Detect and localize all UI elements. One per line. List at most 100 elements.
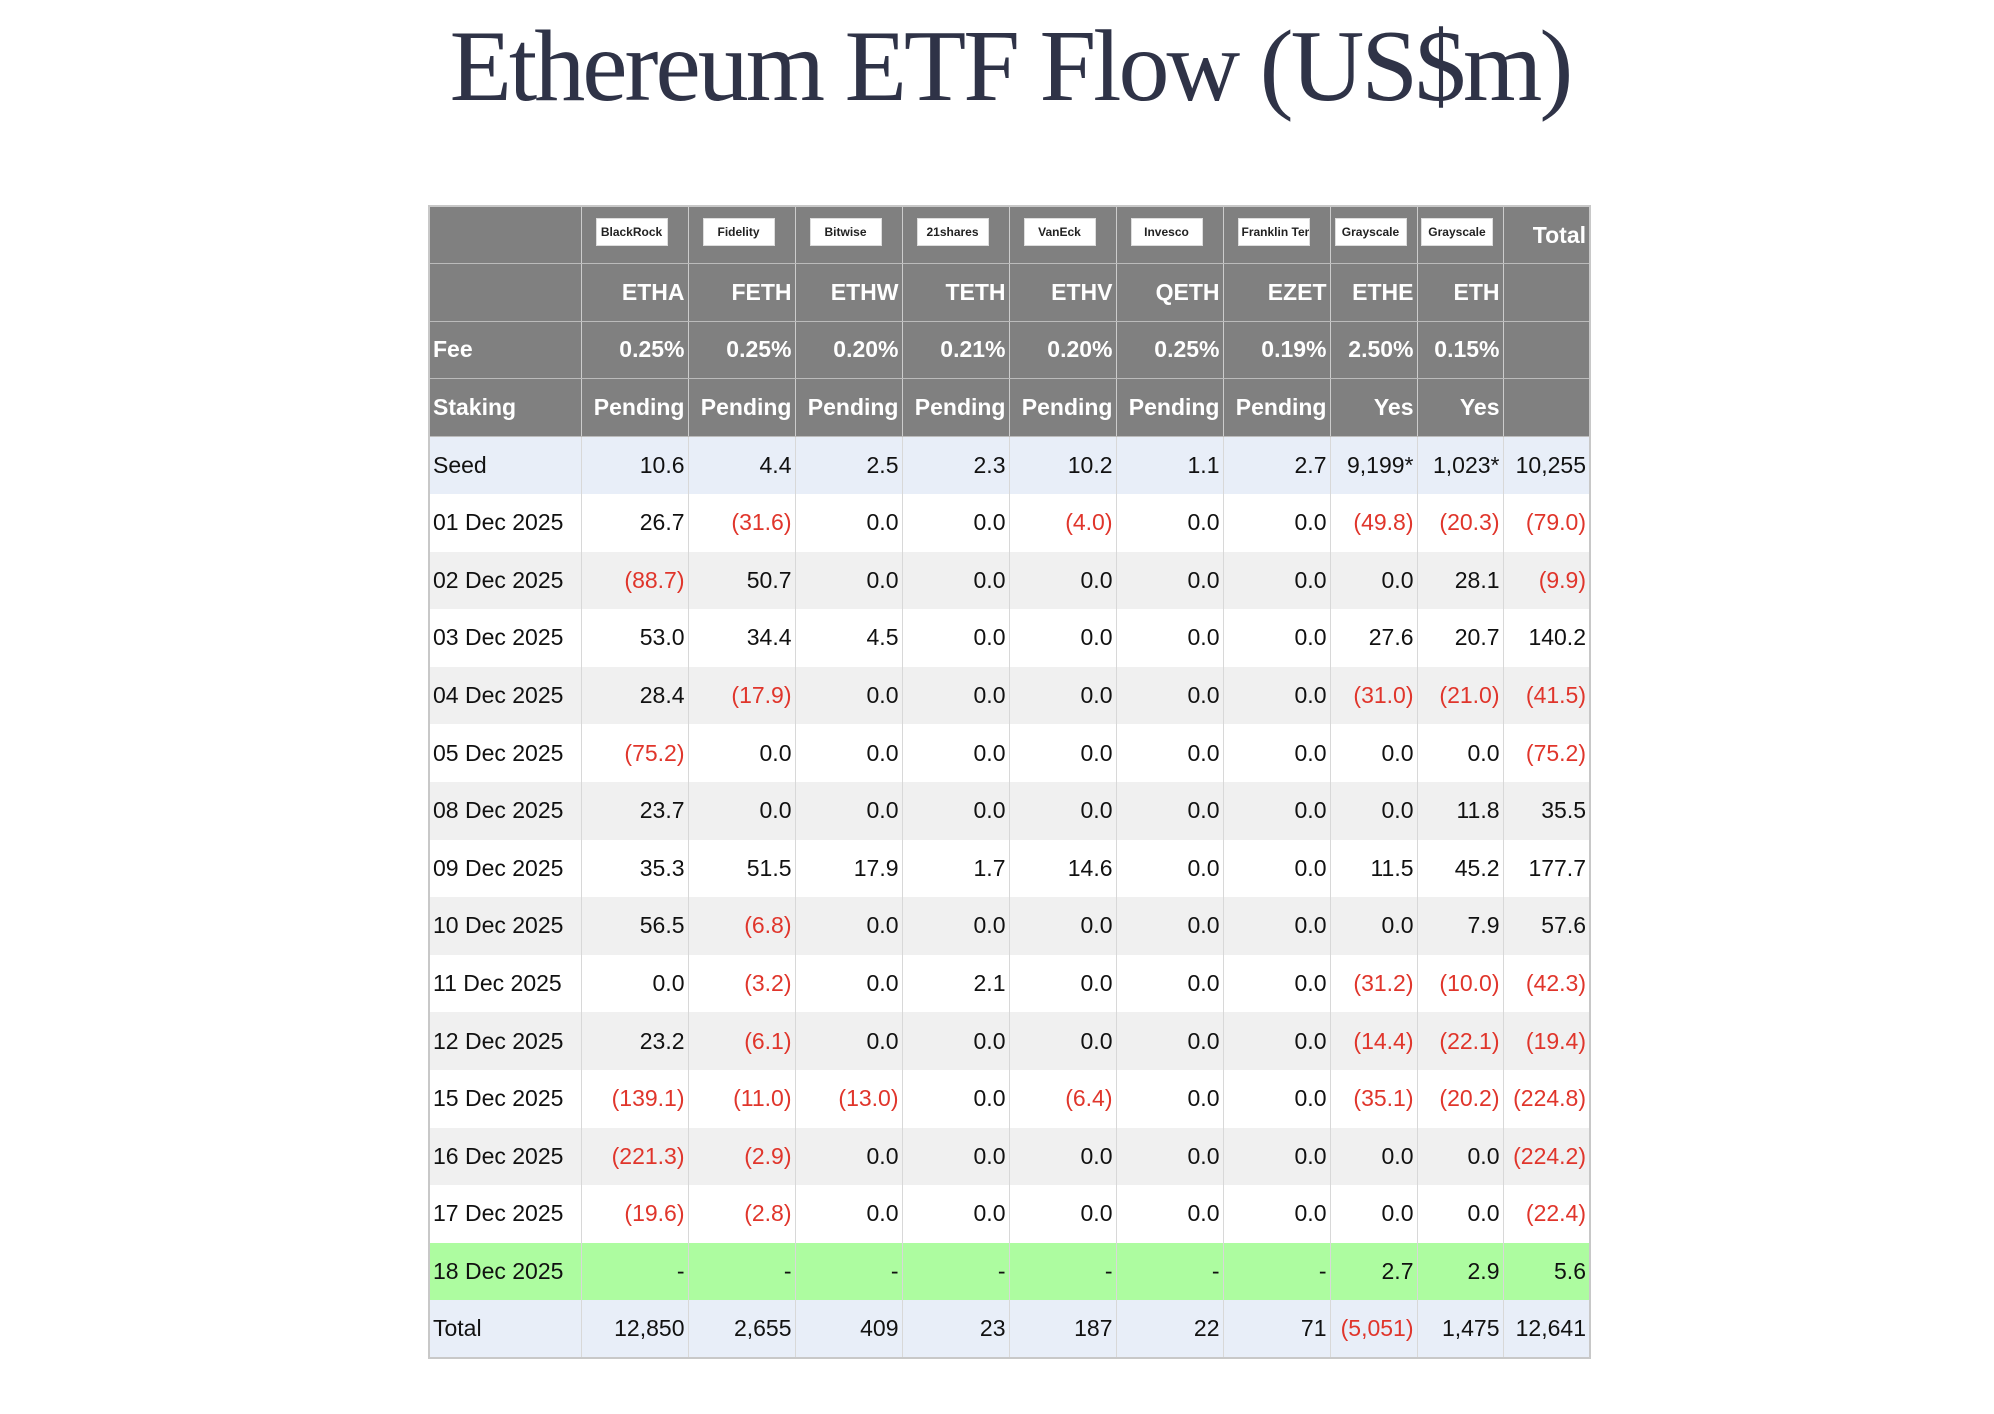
- flow-cell: 0.0: [1115, 954, 1223, 1013]
- flow-cell: 1.7: [901, 839, 1009, 898]
- row-label: 18 Dec 2025: [429, 1242, 581, 1301]
- data-row: 01 Dec 2025 26.7 (31.6) 0.0 0.0 (4.0) 0.0 0.0 (4…: [429, 493, 1590, 552]
- header-row: BlackRock Fidelity Bitwise 21shares VanEck In…: [428, 206, 1590, 265]
- fees-cell: 0.20%: [794, 321, 902, 380]
- tickers-cell: ETHA: [580, 263, 688, 322]
- flow-cell: 23: [901, 1300, 1009, 1358]
- flow-cell: 0.0: [1222, 1185, 1330, 1243]
- fund-logo: VanEck: [1023, 218, 1096, 247]
- flow-cell: 0.0: [1008, 1127, 1116, 1186]
- flow-cell: 0.0: [1329, 897, 1417, 955]
- flow-cell: 50.7: [687, 551, 795, 610]
- flow-cell: 0.0: [1416, 1127, 1503, 1186]
- row-label: 08 Dec 2025: [429, 781, 581, 840]
- header-cell: [1502, 378, 1590, 437]
- flow-cell: 0.0: [1008, 1185, 1116, 1243]
- fees-cell: 0.21%: [901, 321, 1009, 380]
- flow-cell: 17.9: [794, 839, 902, 898]
- flow-cell: 0.0: [1008, 724, 1116, 782]
- flow-cell: (13.0): [794, 1069, 902, 1128]
- flow-cell: 0.0: [901, 493, 1009, 552]
- logo-cell: VanEck: [1008, 206, 1116, 265]
- header-cell: [1502, 263, 1590, 322]
- logo-cell: Franklin Templeton: [1222, 206, 1330, 265]
- flow-cell: 0.0: [794, 954, 902, 1013]
- flow-cell: 0.0: [901, 609, 1009, 667]
- total-header: Total: [1502, 206, 1590, 265]
- staking-cell: Yes: [1329, 378, 1417, 437]
- row-label: 15 Dec 2025: [429, 1069, 581, 1128]
- flow-cell: (6.4): [1008, 1069, 1116, 1128]
- fund-logo: Bitwise: [809, 218, 882, 247]
- flow-cell: (2.9): [687, 1127, 795, 1186]
- fees-cell: 0.25%: [687, 321, 795, 380]
- flow-cell: 0.0: [901, 781, 1009, 840]
- flow-cell: 12,641: [1502, 1300, 1590, 1358]
- flow-cell: (22.1): [1416, 1012, 1503, 1070]
- flow-cell: 0.0: [794, 493, 902, 552]
- fees-cell: 0.19%: [1222, 321, 1330, 380]
- flow-cell: 0.0: [1115, 724, 1223, 782]
- data-row: Total 12,850 2,655 409 23 187 22 71 (5,051) 1,475…: [429, 1300, 1590, 1358]
- header-cell: [1502, 321, 1590, 380]
- fund-logo: Grayscale: [1421, 218, 1493, 247]
- flow-cell: (31.0): [1329, 666, 1417, 725]
- staking-cell: Pending: [1115, 378, 1223, 437]
- flow-cell: -: [1115, 1242, 1223, 1301]
- flow-cell: (88.7): [580, 551, 688, 610]
- row-label: 01 Dec 2025: [429, 493, 581, 552]
- flow-cell: 0.0: [794, 1012, 902, 1070]
- flow-cell: (17.9): [687, 666, 795, 725]
- flow-cell: 1,475: [1416, 1300, 1503, 1358]
- data-row: 11 Dec 2025 0.0 (3.2) 0.0 2.1 0.0 0.0 0.0 (31.2)…: [429, 954, 1590, 1013]
- flow-cell: 4.5: [794, 609, 902, 667]
- data-row: 08 Dec 2025 23.7 0.0 0.0 0.0 0.0 0.0 0.0 0.0 11.8…: [429, 781, 1590, 840]
- flow-cell: 0.0: [1222, 1069, 1330, 1128]
- flow-cell: 0.0: [1329, 724, 1417, 782]
- data-row: 02 Dec 2025 (88.7) 50.7 0.0 0.0 0.0 0.0 0.0 0.0 2…: [429, 551, 1590, 610]
- flow-cell: 14.6: [1008, 839, 1116, 898]
- flow-cell: (20.2): [1416, 1069, 1503, 1128]
- fees-cell: 2.50%: [1329, 321, 1417, 380]
- flow-cell: 5.6: [1502, 1242, 1590, 1301]
- row-label: 11 Dec 2025: [429, 954, 581, 1013]
- tickers-cell: FETH: [687, 263, 795, 322]
- flow-cell: 0.0: [1222, 1012, 1330, 1070]
- logo-cell: Bitwise: [794, 206, 902, 265]
- flow-cell: 140.2: [1502, 609, 1590, 667]
- flow-cell: (22.4): [1502, 1185, 1590, 1243]
- flow-cell: 2.7: [1222, 436, 1330, 494]
- flow-cell: 0.0: [1222, 724, 1330, 782]
- flow-cell: 34.4: [687, 609, 795, 667]
- flow-cell: 71: [1222, 1300, 1330, 1358]
- flow-cell: 23.7: [580, 781, 688, 840]
- flow-cell: (6.1): [687, 1012, 795, 1070]
- flow-cell: 0.0: [1416, 1185, 1503, 1243]
- data-row: Seed 10.6 4.4 2.5 2.3 10.2 1.1 2.7 9,199* 1,023* 1…: [429, 436, 1590, 494]
- flow-cell: 35.5: [1502, 781, 1590, 840]
- flow-cell: 0.0: [1115, 666, 1223, 725]
- staking-cell: Pending: [580, 378, 688, 437]
- flow-cell: 28.1: [1416, 551, 1503, 610]
- flow-cell: 0.0: [1222, 551, 1330, 610]
- flow-cell: -: [794, 1242, 902, 1301]
- header-cell: [428, 206, 581, 265]
- flow-cell: 0.0: [1008, 1012, 1116, 1070]
- flow-cell: 0.0: [1115, 551, 1223, 610]
- flow-cell: 0.0: [687, 781, 795, 840]
- flow-cell: 53.0: [580, 609, 688, 667]
- tickers-cell: ETH: [1416, 263, 1503, 322]
- logo-cell: BlackRock: [580, 206, 688, 265]
- row-label: 16 Dec 2025: [429, 1127, 581, 1186]
- row-label: Staking: [428, 378, 581, 437]
- fund-logo: Invesco: [1130, 218, 1203, 247]
- flow-cell: (3.2): [687, 954, 795, 1013]
- data-row: 04 Dec 2025 28.4 (17.9) 0.0 0.0 0.0 0.0 0.0 (31.…: [429, 666, 1590, 725]
- flow-cell: (224.8): [1502, 1069, 1590, 1128]
- flow-cell: 0.0: [1008, 954, 1116, 1013]
- flow-cell: (11.0): [687, 1069, 795, 1128]
- fees-cell: 0.25%: [580, 321, 688, 380]
- flow-cell: 1.1: [1115, 436, 1223, 494]
- flow-cell: 23.2: [580, 1012, 688, 1070]
